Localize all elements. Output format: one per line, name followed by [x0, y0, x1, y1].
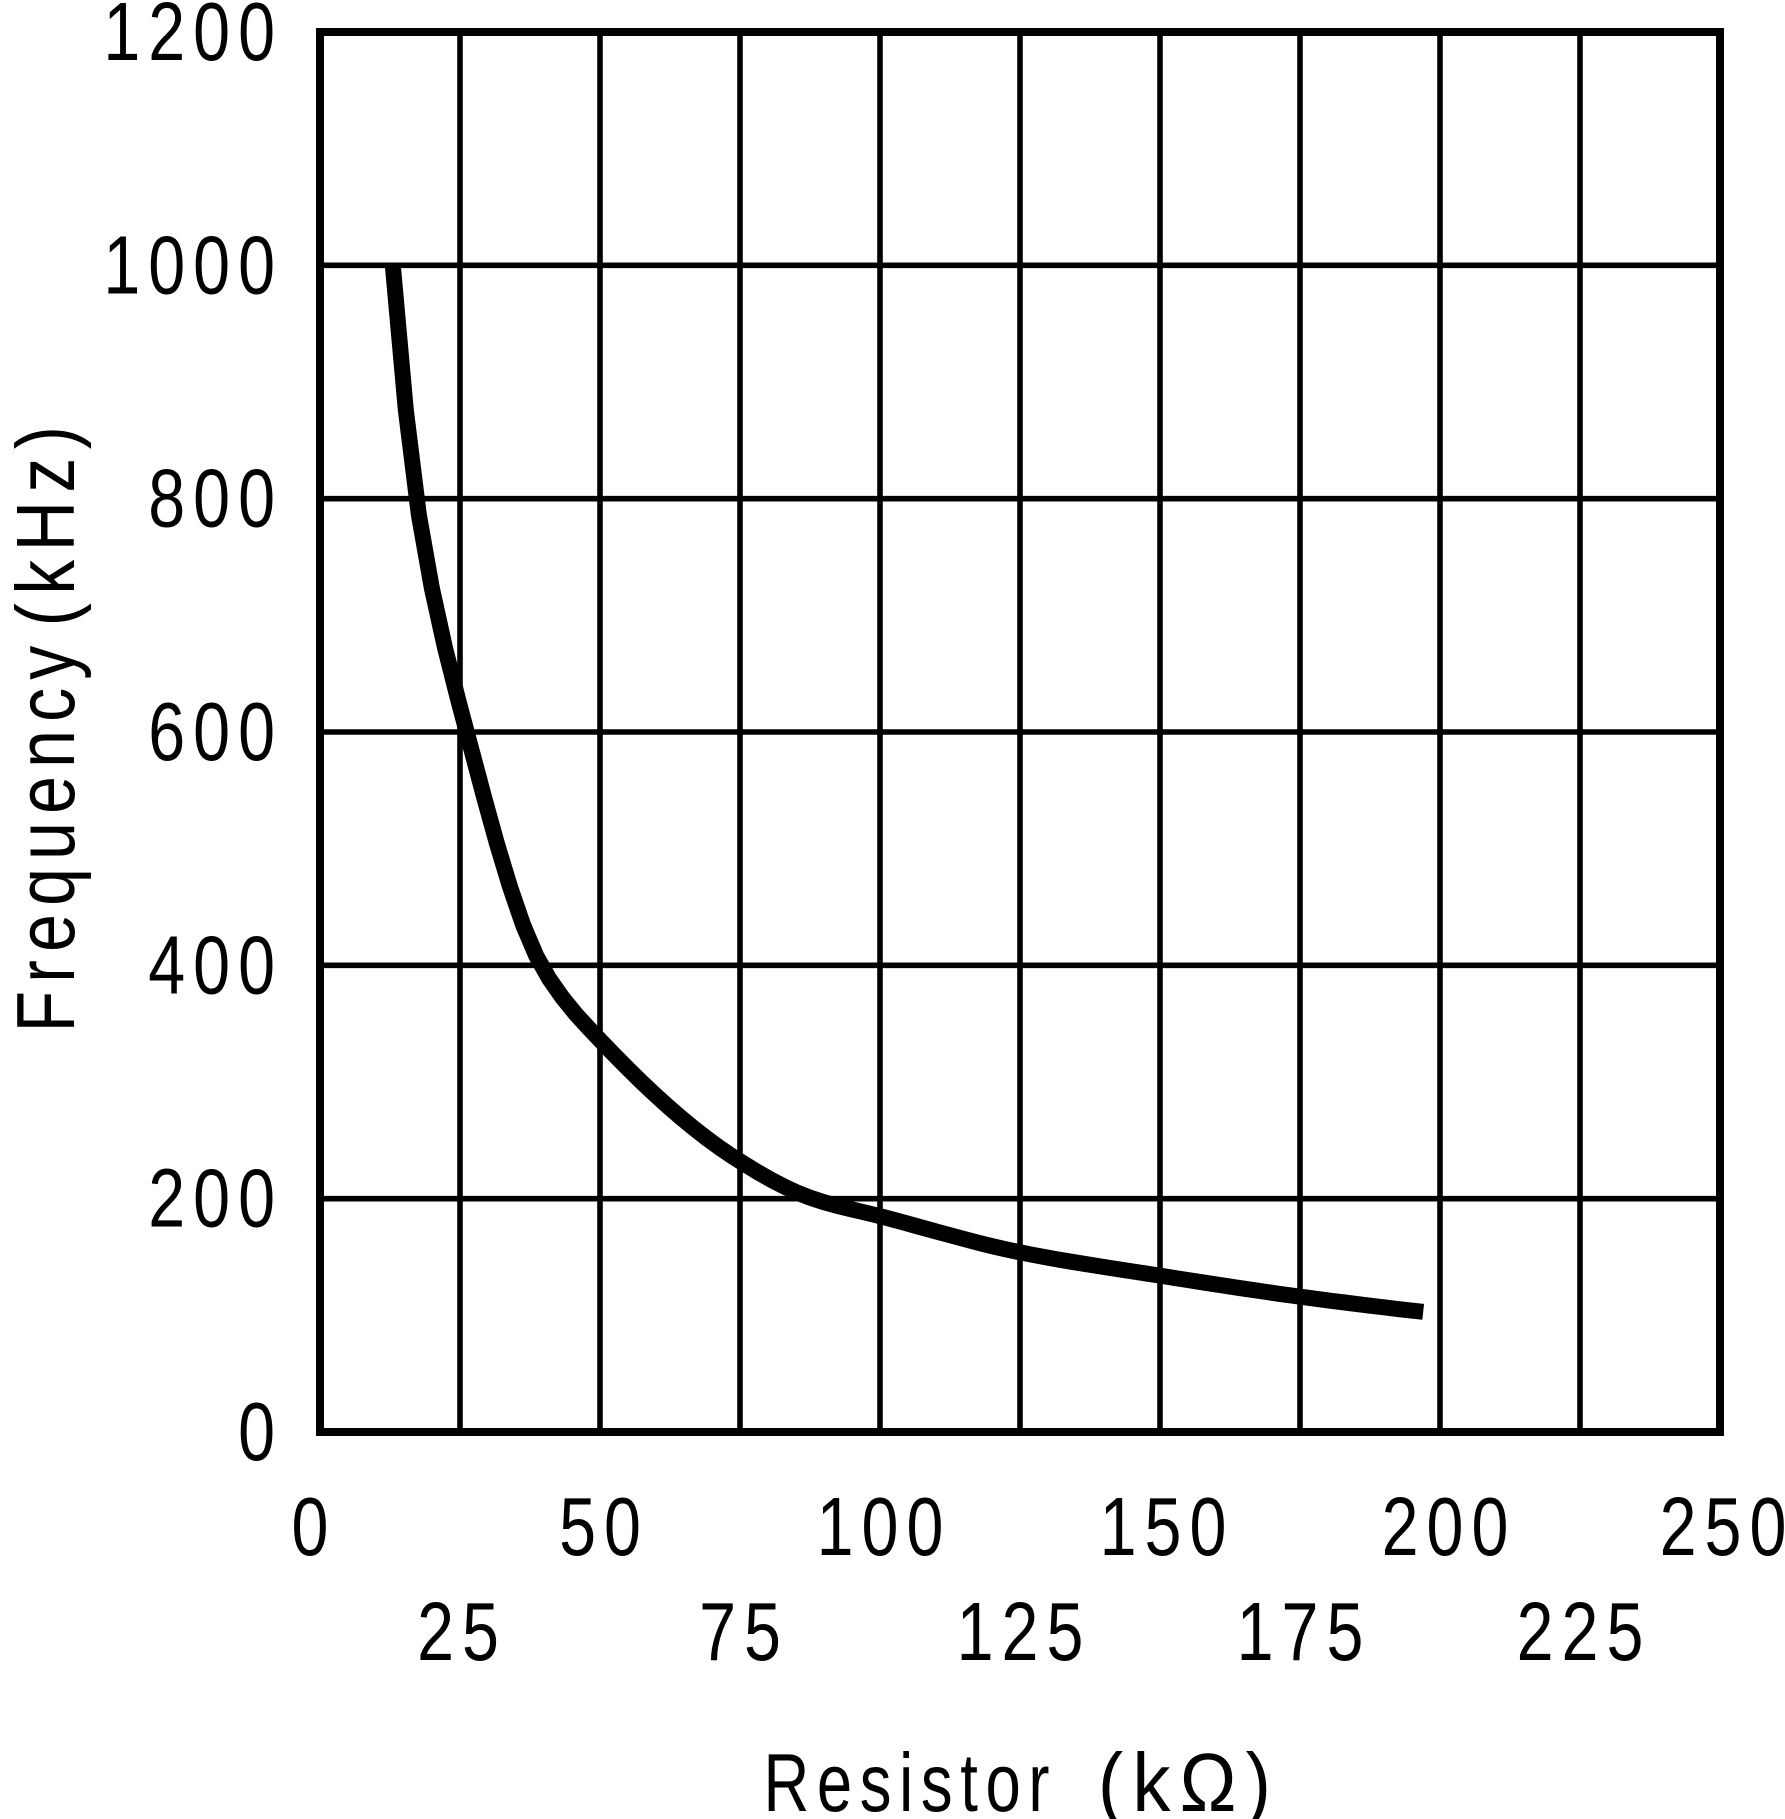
- svg-text:50: 50: [559, 1480, 649, 1573]
- svg-text:Resistor: Resistor: [763, 1736, 1057, 1819]
- svg-text:1200: 1200: [103, 0, 283, 78]
- svg-text:75: 75: [699, 1585, 789, 1678]
- svg-text:100: 100: [817, 1480, 952, 1573]
- svg-text:400: 400: [148, 918, 283, 1011]
- svg-text:(kHz): (kHz): [0, 418, 92, 627]
- svg-text:225: 225: [1517, 1585, 1652, 1678]
- svg-text:0: 0: [238, 1385, 283, 1478]
- svg-text:150: 150: [1100, 1480, 1235, 1573]
- svg-text:600: 600: [148, 685, 283, 778]
- svg-text:25: 25: [417, 1585, 507, 1678]
- svg-text:0: 0: [292, 1480, 337, 1573]
- svg-text:800: 800: [148, 452, 283, 545]
- svg-text:250: 250: [1660, 1480, 1785, 1573]
- svg-text:175: 175: [1237, 1585, 1372, 1678]
- svg-text:(kΩ): (kΩ): [1098, 1736, 1280, 1819]
- svg-text:125: 125: [957, 1585, 1092, 1678]
- svg-text:1000: 1000: [103, 218, 283, 311]
- svg-text:200: 200: [148, 1152, 283, 1245]
- svg-text:200: 200: [1382, 1480, 1517, 1573]
- svg-text:Frequency: Frequency: [0, 638, 93, 1033]
